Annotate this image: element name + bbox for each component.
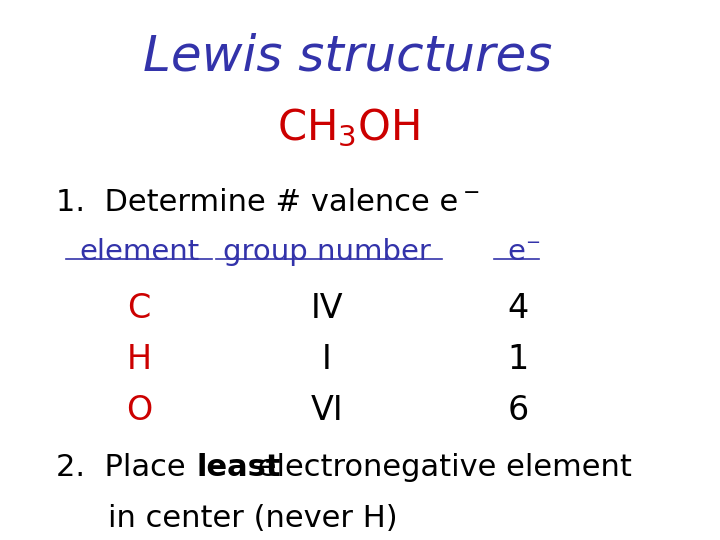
Text: CH$_3$OH: CH$_3$OH [276,107,419,150]
Text: O: O [126,394,152,427]
Text: 1: 1 [508,343,528,376]
Text: group number: group number [223,239,431,267]
Text: 6: 6 [508,394,528,427]
Text: VI: VI [310,394,343,427]
Text: IV: IV [310,292,343,325]
Text: element: element [79,239,199,267]
Text: C: C [127,292,150,325]
Text: least: least [196,453,281,482]
Text: e: e [508,239,526,267]
Text: −: − [462,183,480,203]
Text: 1.  Determine # valence e: 1. Determine # valence e [55,187,458,217]
Text: electronegative element: electronegative element [248,453,631,482]
Text: Lewis structures: Lewis structures [143,32,552,80]
Text: I: I [322,343,332,376]
Text: 4: 4 [508,292,528,325]
Text: H: H [127,343,152,376]
Text: in center (never H): in center (never H) [108,504,397,533]
Text: 2.  Place: 2. Place [55,453,195,482]
Text: −: − [525,234,540,252]
